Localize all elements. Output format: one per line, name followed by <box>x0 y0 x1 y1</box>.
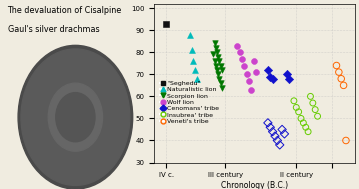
Circle shape <box>48 83 103 151</box>
Point <box>234 44 240 47</box>
Point <box>296 110 302 113</box>
X-axis label: Chronology (B.C.): Chronology (B.C.) <box>222 181 288 189</box>
Point <box>212 60 218 63</box>
Point <box>215 73 221 76</box>
Point <box>286 77 292 80</box>
Point <box>239 57 245 60</box>
Point <box>267 75 273 78</box>
Point <box>298 117 304 120</box>
Point <box>270 77 275 80</box>
Point <box>281 132 287 135</box>
Point <box>213 46 219 49</box>
Point <box>187 33 193 36</box>
Point <box>212 42 218 45</box>
Point <box>218 82 223 85</box>
Point <box>248 88 254 91</box>
Point <box>253 71 259 74</box>
Point <box>305 130 311 133</box>
Point <box>211 53 216 56</box>
Point <box>246 79 252 82</box>
Point <box>336 71 342 74</box>
Legend: "Seghedu", Naturalistic lion, Scorpion lion, Wolf lion, Cenomans' tribe, Insubre: "Seghedu", Naturalistic lion, Scorpion l… <box>159 80 220 125</box>
Point <box>215 55 221 58</box>
Point <box>272 135 278 138</box>
Text: The devaluation of Cisalpine: The devaluation of Cisalpine <box>8 6 122 15</box>
Point <box>189 49 195 52</box>
Point <box>277 143 283 146</box>
Point <box>214 51 220 54</box>
Point <box>218 64 223 67</box>
Point <box>213 64 219 67</box>
Point <box>244 73 250 76</box>
Point <box>310 101 316 105</box>
Point <box>312 108 318 111</box>
Point <box>219 68 225 71</box>
Circle shape <box>18 45 133 189</box>
Point <box>315 115 321 118</box>
Point <box>216 60 222 63</box>
Point <box>270 130 275 133</box>
Point <box>265 121 271 124</box>
Circle shape <box>21 49 130 185</box>
Point <box>334 64 339 67</box>
Point <box>251 60 257 63</box>
Point <box>214 68 220 71</box>
Circle shape <box>56 93 95 142</box>
Point <box>219 86 225 89</box>
Point <box>343 139 349 142</box>
Point <box>237 51 242 54</box>
Point <box>338 77 344 80</box>
Point <box>279 128 285 131</box>
Point <box>267 126 273 129</box>
Point <box>191 60 196 63</box>
Point <box>163 22 169 25</box>
Point <box>308 95 313 98</box>
Point <box>341 84 346 87</box>
Point <box>275 139 280 142</box>
Point <box>192 68 197 71</box>
Text: Gaul's silver drachmas: Gaul's silver drachmas <box>8 25 99 34</box>
Point <box>293 106 299 109</box>
Point <box>284 73 290 76</box>
Point <box>265 68 271 71</box>
Point <box>216 77 222 80</box>
Point <box>303 126 309 129</box>
Point <box>241 64 247 67</box>
Point <box>300 121 306 124</box>
Point <box>194 77 200 80</box>
Point <box>291 99 297 102</box>
